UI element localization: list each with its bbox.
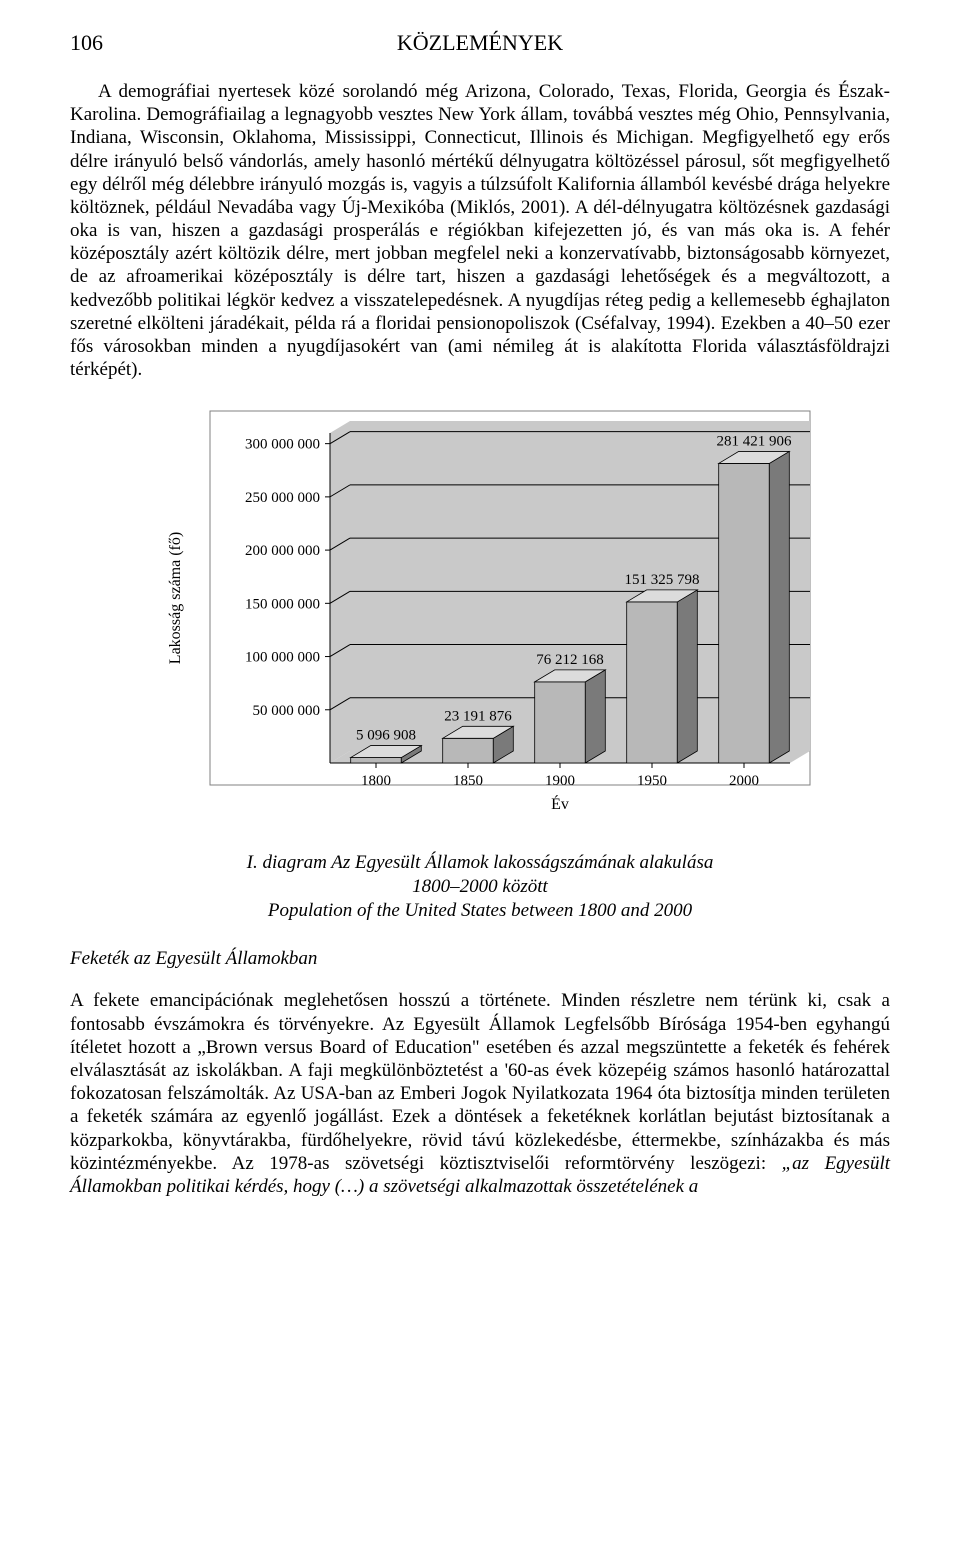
caption-line-2: 1800–2000 között <box>412 876 548 897</box>
svg-text:5 096 908: 5 096 908 <box>356 728 416 744</box>
paragraph-1-text: A demográfiai nyertesek közé sorolandó m… <box>70 81 890 380</box>
paragraph-2-text: A fekete emancipációnak meglehetősen hos… <box>70 990 890 1173</box>
running-title: KÖZLEMÉNYEK <box>70 30 890 56</box>
svg-text:150 000 000: 150 000 000 <box>245 597 320 613</box>
svg-text:76 212 168: 76 212 168 <box>536 652 604 668</box>
caption-line-3: Population of the United States between … <box>268 900 692 921</box>
section-heading: Feketék az Egyesült Államokban <box>70 948 890 970</box>
svg-text:151 325 798: 151 325 798 <box>625 572 700 588</box>
caption-line-1: I. diagram Az Egyesült Államok lakosságs… <box>247 852 714 873</box>
svg-text:23 191 876: 23 191 876 <box>444 709 512 725</box>
svg-text:1800: 1800 <box>361 773 391 789</box>
svg-text:2000: 2000 <box>729 773 759 789</box>
svg-text:281 421 906: 281 421 906 <box>717 434 793 450</box>
svg-text:250 000 000: 250 000 000 <box>245 490 320 506</box>
svg-text:Év: Év <box>551 794 569 813</box>
paragraph-1: A demográfiai nyertesek közé sorolandó m… <box>70 80 890 381</box>
svg-text:200 000 000: 200 000 000 <box>245 543 320 559</box>
svg-text:1850: 1850 <box>453 773 483 789</box>
paragraph-2: A fekete emancipációnak meglehetősen hos… <box>70 989 890 1198</box>
svg-text:100 000 000: 100 000 000 <box>245 650 320 666</box>
page-header: 106 KÖZLEMÉNYEK <box>70 30 890 56</box>
svg-text:1900: 1900 <box>545 773 575 789</box>
chart-caption: I. diagram Az Egyesült Államok lakosságs… <box>70 851 890 922</box>
population-chart-svg: 50 000 000 100 000 000 150 000 000 200 000 … <box>140 403 820 843</box>
svg-text:50 000 000: 50 000 000 <box>253 703 321 719</box>
population-chart: 50 000 000 100 000 000 150 000 000 200 000 … <box>140 403 820 843</box>
svg-text:Lakosság száma (fő): Lakosság száma (fő) <box>167 532 184 664</box>
svg-text:1950: 1950 <box>637 773 667 789</box>
svg-text:300 000 000: 300 000 000 <box>245 437 320 453</box>
